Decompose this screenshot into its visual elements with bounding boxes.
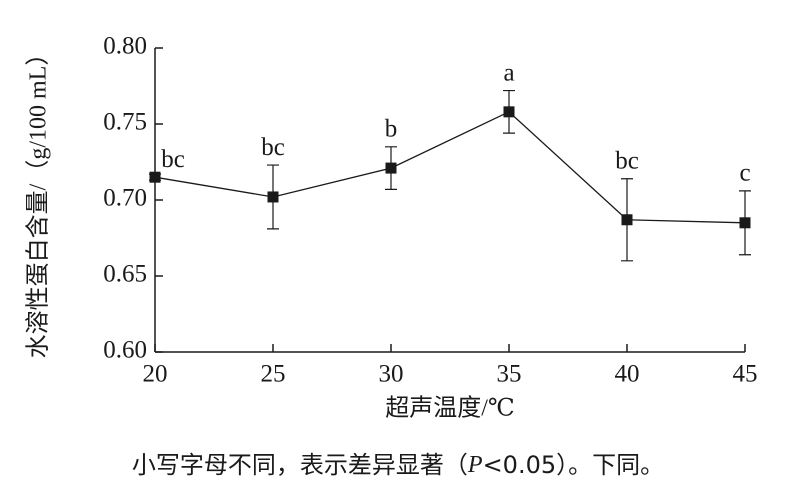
y-tick-label: 0.60 <box>103 337 147 364</box>
significance-label: bc <box>615 147 639 174</box>
caption-italic: P <box>467 452 483 478</box>
y-tick-label: 0.65 <box>103 261 147 288</box>
x-tick-label: 25 <box>261 361 286 388</box>
y-tick-label: 0.75 <box>103 109 147 136</box>
significance-label: bc <box>261 134 285 161</box>
marker <box>267 191 279 203</box>
significance-label: b <box>385 116 398 143</box>
x-tick-label: 20 <box>143 361 168 388</box>
x-axis-label: 超声温度/℃ <box>385 395 515 422</box>
marker <box>739 217 751 229</box>
significance-label: a <box>503 59 514 86</box>
caption-text: 小写字母不同，表示差异显著（ <box>132 451 468 479</box>
y-tick-label: 0.70 <box>103 185 147 212</box>
caption: 小写字母不同，表示差异显著（P<0.05）。下同。 <box>132 451 664 479</box>
caption-text: <0.05）。下同。 <box>483 451 665 479</box>
marker <box>621 214 633 226</box>
x-tick-label: 45 <box>733 361 758 388</box>
marker <box>385 162 397 174</box>
x-tick-label: 30 <box>379 361 404 388</box>
marker <box>503 106 515 118</box>
significance-label: bc <box>161 146 185 173</box>
y-axis-label: 水溶性蛋白含量/（g/100 mL） <box>25 42 52 359</box>
marker <box>149 171 161 183</box>
y-tick-label: 0.80 <box>103 33 147 60</box>
x-tick-label: 40 <box>615 361 640 388</box>
significance-label: c <box>739 160 750 187</box>
x-tick-label: 35 <box>497 361 522 388</box>
data-line <box>154 111 746 224</box>
